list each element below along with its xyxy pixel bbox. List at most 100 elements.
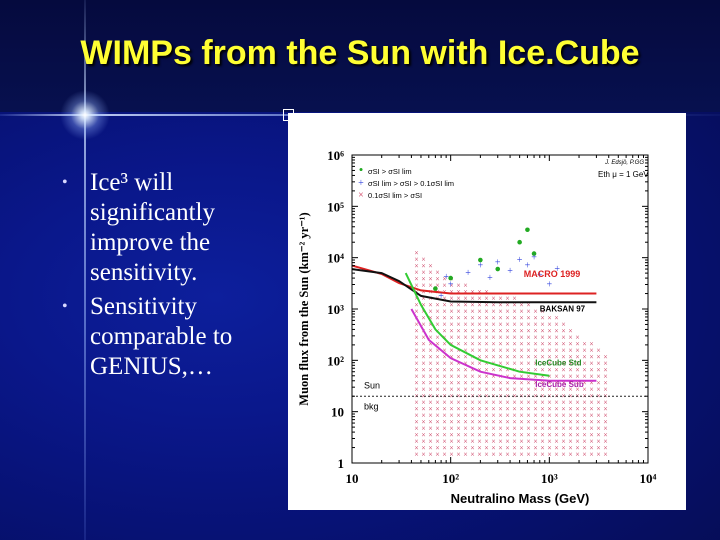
cross-point: × [561, 444, 566, 453]
cross-point: × [505, 359, 510, 368]
cross-point: × [435, 301, 440, 310]
cross-point: × [491, 379, 496, 388]
cross-point: × [540, 405, 545, 414]
cross-point: × [428, 366, 433, 375]
cross-point: × [456, 301, 461, 310]
cross-point: × [484, 346, 489, 355]
cross-point: × [442, 307, 447, 316]
cross-point: × [603, 385, 608, 394]
cross-point: × [428, 307, 433, 316]
cross-point: × [512, 385, 517, 394]
cross-point: × [540, 340, 545, 349]
cross-point: × [547, 424, 552, 433]
cross-point: × [484, 444, 489, 453]
cross-point: × [498, 385, 503, 394]
cross-point: × [463, 431, 468, 440]
cross-point: × [463, 379, 468, 388]
cross-point: × [533, 359, 538, 368]
cross-point: × [477, 411, 482, 420]
cross-point: × [470, 405, 475, 414]
cross-point: × [442, 450, 447, 459]
cross-point: × [533, 307, 538, 316]
cross-point: × [449, 346, 454, 355]
cross-point: × [519, 366, 524, 375]
cross-point: × [589, 437, 594, 446]
cross-point: × [491, 405, 496, 414]
cross-point: × [498, 411, 503, 420]
cross-point: × [484, 437, 489, 446]
cross-point: × [442, 320, 447, 329]
cross-point: × [603, 431, 608, 440]
cross-point: × [554, 327, 559, 336]
cross-point: × [526, 301, 531, 310]
cross-point: × [435, 346, 440, 355]
cross-point: × [484, 398, 489, 407]
cross-point: × [540, 333, 545, 342]
cross-point: × [589, 392, 594, 401]
cross-point: × [540, 353, 545, 362]
bullet-line: GENIUS,… [90, 353, 213, 380]
cross-point: × [554, 437, 559, 446]
cross-point: × [596, 437, 601, 446]
cross-point: × [505, 398, 510, 407]
cross-point: × [512, 392, 517, 401]
cross-point: × [575, 444, 580, 453]
cross-point: × [526, 314, 531, 323]
chart-svg: ××××××××××××××××××××××××××××××××××××××××… [297, 148, 657, 506]
cross-point: × [498, 320, 503, 329]
blue-plus-point: + [443, 272, 449, 283]
chart-figure: × × × × × × × × × × × × × × × × × × × × × × × × × × × × × × × × × × × × × × × ×… [288, 113, 686, 510]
cross-point: × [603, 411, 608, 420]
green-point [531, 251, 537, 256]
cross-point: × [421, 366, 426, 375]
bullet-line: significantly [90, 199, 215, 226]
cross-point: × [533, 346, 538, 355]
cross-point: × [561, 353, 566, 362]
cross-point: × [589, 379, 594, 388]
cross-point: × [470, 333, 475, 342]
cross-point: × [414, 307, 419, 316]
decorative-vertical-line [84, 0, 86, 540]
cross-point: × [533, 431, 538, 440]
cross-point: × [421, 353, 426, 362]
cross-point: × [435, 424, 440, 433]
cross-point: × [477, 405, 482, 414]
cross-point: × [526, 372, 531, 381]
blue-plus-point: + [537, 270, 543, 281]
cross-point: × [414, 255, 419, 264]
cross-point: × [596, 450, 601, 459]
y-tick-label: 10⁶ [327, 148, 344, 163]
cross-point: × [519, 431, 524, 440]
cross-point: × [519, 437, 524, 446]
y-tick-label: 10 [331, 405, 344, 420]
cross-point: × [547, 314, 552, 323]
legend-label: σSI lim > σSI > 0.1σSI lim [368, 179, 454, 188]
cross-point: × [533, 437, 538, 446]
cross-point: × [470, 314, 475, 323]
cross-point: × [463, 366, 468, 375]
cross-point: × [463, 281, 468, 290]
cross-point: × [428, 268, 433, 277]
cross-point: × [428, 353, 433, 362]
cross-point: × [533, 418, 538, 427]
curve-label-icecube-sub: IceCube Sub [535, 380, 584, 389]
cross-point: × [540, 372, 545, 381]
cross-point: × [491, 327, 496, 336]
cross-point: × [449, 333, 454, 342]
cross-point: × [463, 307, 468, 316]
cross-point: × [561, 418, 566, 427]
cross-point: × [582, 398, 587, 407]
cross-point: × [484, 340, 489, 349]
cross-point: × [505, 392, 510, 401]
curve-label-sun: Sun [364, 381, 380, 391]
cross-point: × [505, 327, 510, 336]
bullet-list: • Ice³ will significantly improve the se… [62, 168, 292, 386]
cross-point: × [414, 346, 419, 355]
cross-point: × [470, 437, 475, 446]
cross-point: × [414, 444, 419, 453]
cross-point: × [547, 366, 552, 375]
cross-point: × [554, 450, 559, 459]
cross-point: × [533, 333, 538, 342]
cross-point: × [603, 418, 608, 427]
cross-point: × [435, 353, 440, 362]
